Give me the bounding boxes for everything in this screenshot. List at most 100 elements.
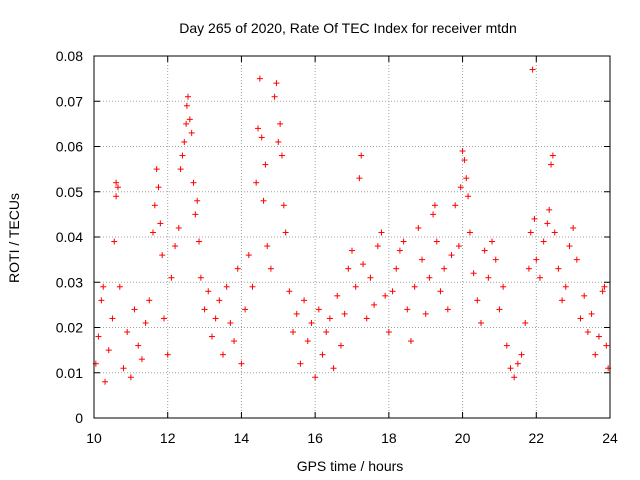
data-point (181, 138, 188, 145)
data-point (511, 374, 518, 381)
data-point (183, 120, 190, 127)
y-axis-label: ROTI / TECUs (6, 193, 22, 283)
data-point (500, 283, 507, 290)
data-point (371, 301, 378, 308)
data-point (205, 288, 212, 295)
data-point (120, 365, 127, 372)
y-tick-label: 0.04 (56, 229, 83, 245)
data-point (135, 342, 142, 349)
data-point (196, 238, 203, 245)
data-point (138, 356, 145, 363)
tick-layer: 10 12 14 16 18 20 22 24 0 0.01 0.02 0.03 0.04 0.05 0.0… (56, 48, 618, 446)
data-point (544, 220, 551, 227)
data-point (551, 229, 558, 236)
data-point (223, 283, 230, 290)
data-point (278, 152, 285, 159)
data-point (378, 229, 385, 236)
data-point (415, 224, 422, 231)
data-point (559, 297, 566, 304)
data-point (584, 329, 591, 336)
data-point (431, 202, 438, 209)
data-point (161, 315, 168, 322)
data-point (188, 129, 195, 136)
data-point (238, 360, 245, 367)
data-point (555, 265, 562, 272)
data-point (242, 306, 249, 313)
data-point (581, 292, 588, 299)
data-point (599, 288, 606, 295)
data-point (179, 152, 186, 159)
data-point (573, 256, 580, 263)
data-point (98, 297, 105, 304)
data-point (113, 179, 120, 186)
data-point (352, 283, 359, 290)
data-point (334, 292, 341, 299)
data-point (102, 378, 109, 385)
data-point (489, 238, 496, 245)
data-point (194, 197, 201, 204)
data-point (562, 283, 569, 290)
data-point (183, 102, 190, 109)
data-point (319, 351, 326, 358)
grid-layer (94, 56, 610, 418)
data-point (277, 120, 284, 127)
data-point (186, 116, 193, 123)
data-point (481, 247, 488, 254)
data-point (426, 274, 433, 281)
data-point (503, 342, 510, 349)
data-point (570, 224, 577, 231)
x-tick-label: 20 (455, 430, 471, 446)
data-point (356, 175, 363, 182)
data-point (267, 265, 274, 272)
x-axis-label: GPS time / hours (297, 458, 404, 474)
x-tick-label: 12 (160, 430, 176, 446)
x-tick-label: 22 (528, 430, 544, 446)
data-point (146, 297, 153, 304)
data-point (430, 211, 437, 218)
data-point (153, 166, 160, 173)
y-tick-label: 0.07 (56, 93, 83, 109)
data-point (124, 329, 131, 336)
data-point (113, 193, 120, 200)
data-point (255, 125, 262, 132)
data-point (507, 365, 514, 372)
data-point (474, 297, 481, 304)
data-point (184, 93, 191, 100)
data-point (455, 243, 462, 250)
data-point (326, 315, 333, 322)
data-point (201, 306, 208, 313)
data-point (190, 179, 197, 186)
data-point (577, 315, 584, 322)
plot-frame (93, 55, 611, 419)
data-point (595, 333, 602, 340)
data-point (452, 202, 459, 209)
data-point (271, 93, 278, 100)
data-point (297, 360, 304, 367)
data-point (349, 247, 355, 254)
data-point (603, 342, 610, 349)
x-tick-label: 16 (307, 430, 323, 446)
data-point (275, 138, 282, 145)
data-point (105, 347, 112, 354)
y-tick-label: 0.08 (56, 48, 83, 64)
data-point (197, 274, 204, 281)
data-point (411, 283, 418, 290)
chart-title: Day 265 of 2020, Rate Of TEC Index for r… (179, 20, 516, 36)
data-point (131, 306, 138, 313)
data-point (159, 252, 166, 259)
data-point (315, 306, 322, 313)
data-point (374, 243, 381, 250)
data-point (227, 319, 234, 326)
y-tick-label: 0.06 (56, 139, 83, 155)
data-point (592, 351, 599, 358)
data-point (531, 215, 538, 222)
data-point (389, 288, 396, 295)
data-point (546, 206, 553, 213)
data-point (293, 310, 300, 317)
data-point (396, 247, 403, 254)
data-point (518, 351, 525, 358)
data-point (127, 374, 134, 381)
data-point (465, 193, 472, 200)
data-point (157, 220, 164, 227)
